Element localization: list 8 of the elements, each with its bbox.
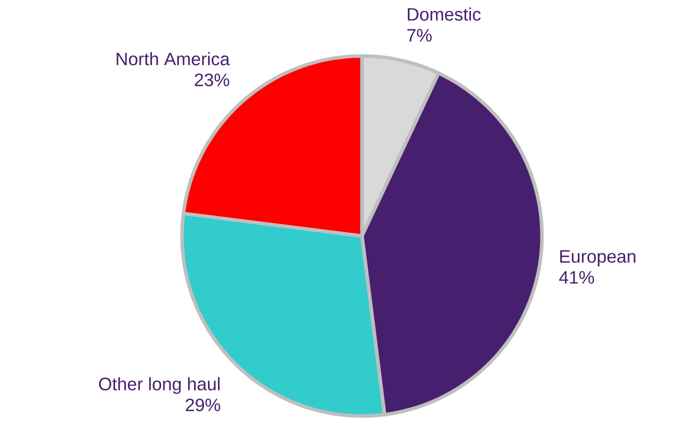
data-label: 29% [186, 398, 220, 412]
data-label: 41% [559, 271, 594, 284]
slice-label: European [560, 250, 636, 266]
slice-label: Domestic [408, 8, 481, 21]
data-label: 7% [407, 29, 432, 42]
slice-label: North America [116, 52, 230, 66]
slice-label: Other long haul [99, 377, 220, 394]
data-label: 23% [194, 74, 230, 86]
